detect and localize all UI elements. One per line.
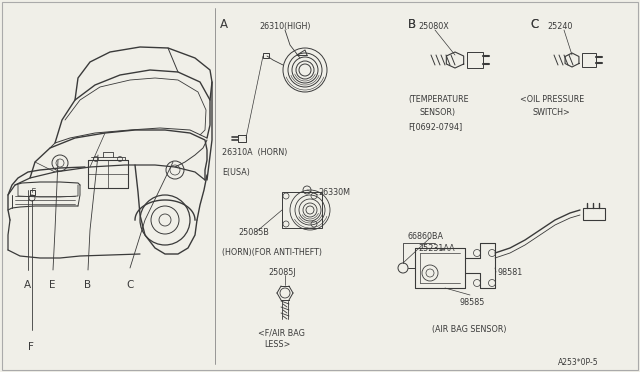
Text: C: C [126, 280, 133, 290]
Bar [583, 208, 605, 220]
Text: F: F [28, 342, 34, 352]
Text: 25085J: 25085J [268, 268, 296, 277]
Text: 98581: 98581 [498, 268, 524, 277]
Text: 26310A  (HORN): 26310A (HORN) [222, 148, 287, 157]
Bar [467, 52, 483, 68]
Text: C: C [530, 18, 538, 31]
Text: 98585: 98585 [460, 298, 485, 307]
Bar [282, 192, 322, 228]
Bar [263, 53, 269, 58]
Text: <OIL PRESSURE: <OIL PRESSURE [520, 95, 584, 104]
Text: B: B [408, 18, 416, 31]
Text: E(USA): E(USA) [222, 168, 250, 177]
Text: 26330M: 26330M [318, 188, 350, 197]
Text: A: A [220, 18, 228, 31]
Text: (HORN)(FOR ANTI-THEFT): (HORN)(FOR ANTI-THEFT) [222, 248, 322, 257]
Text: <F/AIR BAG: <F/AIR BAG [258, 328, 305, 337]
Text: 66860BA: 66860BA [408, 232, 444, 241]
Text: 25240: 25240 [547, 22, 572, 31]
Text: F[0692-0794]: F[0692-0794] [408, 122, 462, 131]
Text: SWITCH>: SWITCH> [533, 108, 571, 117]
Text: (TEMPERATURE: (TEMPERATURE [408, 95, 468, 104]
Text: 25080X: 25080X [418, 22, 449, 31]
Bar [582, 53, 596, 67]
Text: A253*0P-5: A253*0P-5 [558, 358, 598, 367]
Text: 25231AA: 25231AA [418, 244, 454, 253]
Text: (AIR BAG SENSOR): (AIR BAG SENSOR) [432, 325, 506, 334]
Text: 26310(HIGH): 26310(HIGH) [259, 22, 311, 31]
Text: 25085B: 25085B [238, 228, 269, 237]
Text: C: C [530, 18, 538, 31]
Text: B: B [84, 280, 91, 290]
Text: E: E [49, 280, 56, 290]
Text: B: B [408, 18, 416, 31]
Text: LESS>: LESS> [264, 340, 291, 349]
Text: SENSOR): SENSOR) [420, 108, 456, 117]
Text: A: A [24, 280, 31, 290]
